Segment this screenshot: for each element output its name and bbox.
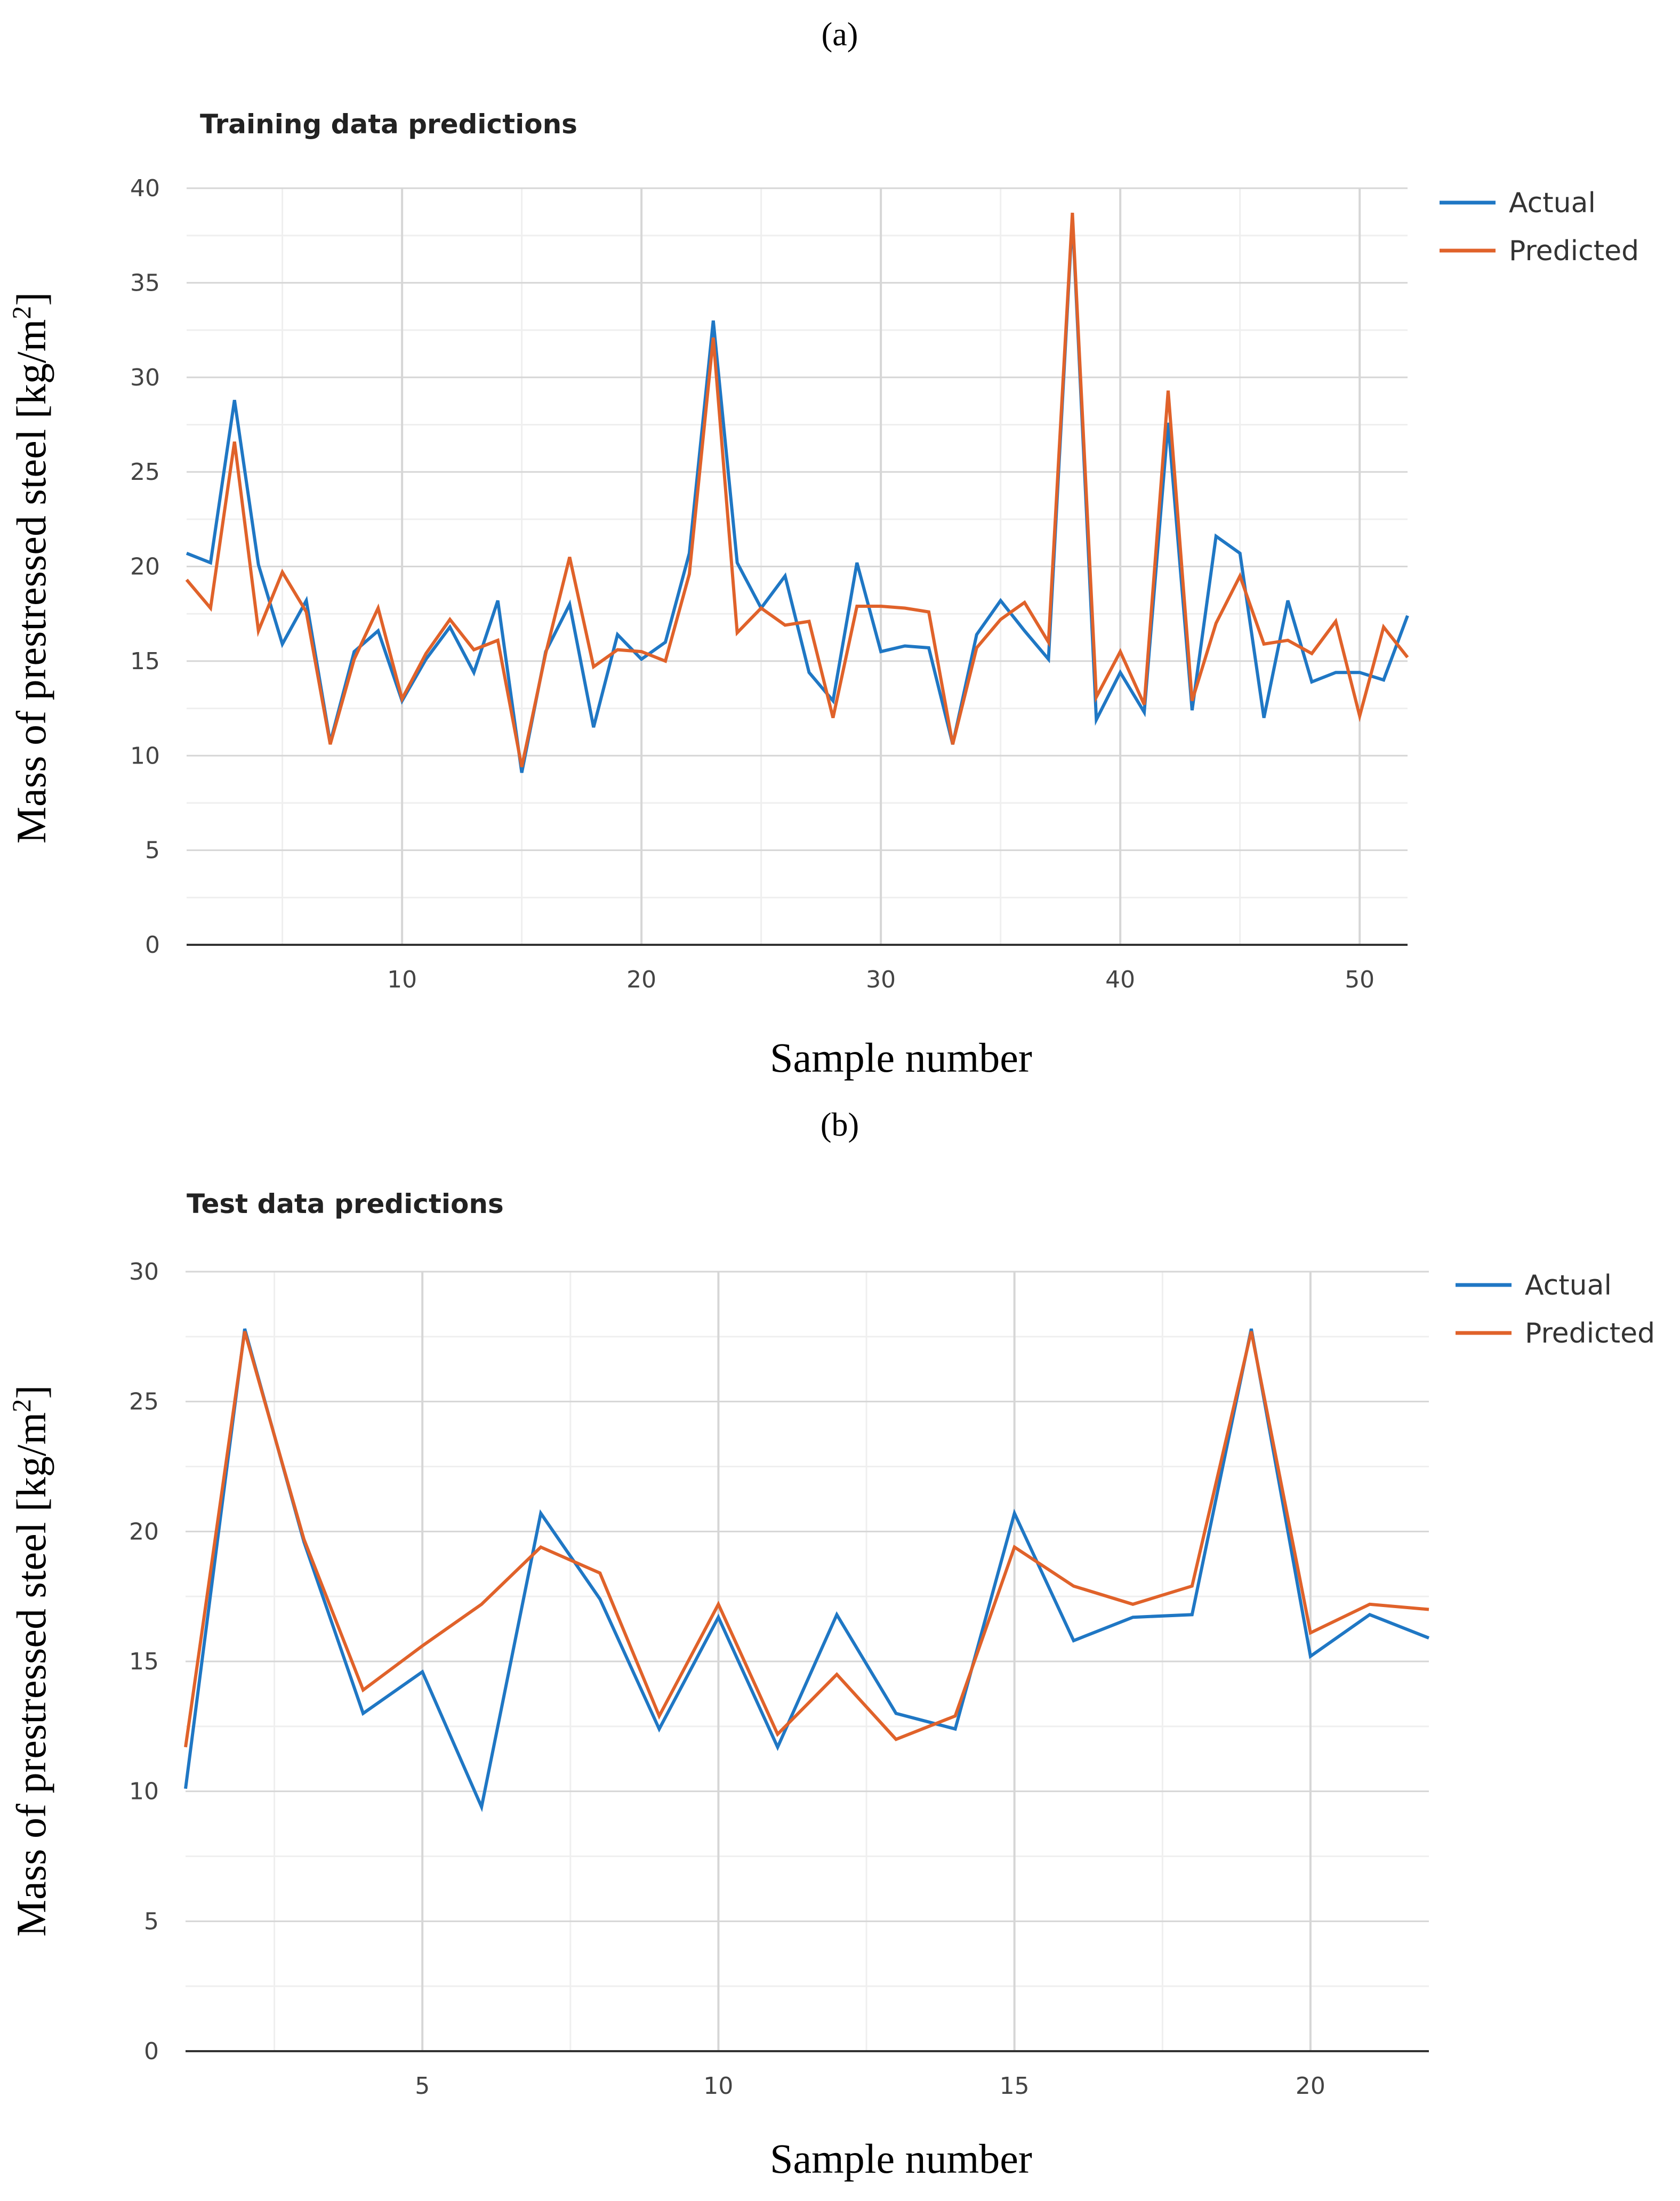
legend-label-predicted: Predicted — [1509, 235, 1639, 267]
y-tick-label: 35 — [130, 269, 160, 296]
y-tick-label: 0 — [144, 2038, 159, 2065]
y-tick-label: 15 — [130, 648, 160, 675]
y-tick-label: 30 — [129, 1258, 159, 1286]
legend-label-actual: Actual — [1509, 187, 1596, 219]
y-axis-title: Mass of prestressed steel [kg/m2] — [6, 292, 54, 844]
y-tick-label: 5 — [144, 1908, 159, 1935]
legend-label-predicted: Predicted — [1525, 1318, 1655, 1349]
y-tick-label: 10 — [130, 742, 160, 769]
y-axis-title: Mass of prestressed steel [kg/m2] — [6, 1385, 54, 1937]
chart-title: Training data predictions — [200, 109, 577, 140]
x-tick-label: 20 — [626, 966, 656, 993]
chart-panel-a: (a) Training data predictions 0 5 10 15 20 25 30… — [6, 17, 1639, 1081]
x-tick-label: 10 — [703, 2073, 733, 2100]
x-axis-title: Sample number — [770, 2135, 1032, 2182]
y-tick-label: 40 — [130, 175, 160, 202]
series-line-predicted — [185, 212, 1409, 768]
x-tick-label: 30 — [866, 966, 896, 993]
chart-title: Test data predictions — [187, 1188, 504, 1219]
series-line-actual — [184, 1328, 1430, 1812]
legend: Actual Predicted — [1440, 187, 1639, 267]
gridlines — [187, 187, 1408, 945]
series-line-predicted — [184, 1331, 1429, 1748]
x-tick-label: 5 — [415, 2073, 430, 2100]
panel-label: (a) — [822, 17, 858, 53]
panel-label: (b) — [821, 1107, 859, 1143]
gridlines — [186, 1271, 1429, 2051]
y-tick-label: 0 — [145, 931, 160, 959]
y-tick-label: 25 — [129, 1388, 159, 1416]
legend-label-actual: Actual — [1525, 1270, 1612, 1302]
y-tick-label: 20 — [129, 1518, 159, 1545]
x-axis-title: Sample number — [770, 1034, 1032, 1081]
legend: Actual Predicted — [1456, 1270, 1655, 1349]
y-tick-label: 15 — [129, 1648, 159, 1675]
y-tick-label: 30 — [130, 364, 160, 391]
y-tick-label: 10 — [129, 1778, 159, 1805]
y-tick-label: 5 — [145, 837, 160, 864]
series-line-actual — [186, 216, 1409, 773]
y-tick-label: 20 — [130, 553, 160, 581]
x-tick-label: 10 — [387, 966, 417, 993]
x-tick-label: 20 — [1296, 2073, 1325, 2100]
chart-panel-b: (b) Test data predictions 0 5 10 15 20 25 30 5 10 1… — [6, 1107, 1655, 2182]
x-tick-label: 50 — [1345, 966, 1374, 993]
x-tick-label: 15 — [1000, 2073, 1030, 2100]
y-tick-label: 25 — [130, 459, 160, 486]
x-tick-label: 40 — [1105, 966, 1135, 993]
